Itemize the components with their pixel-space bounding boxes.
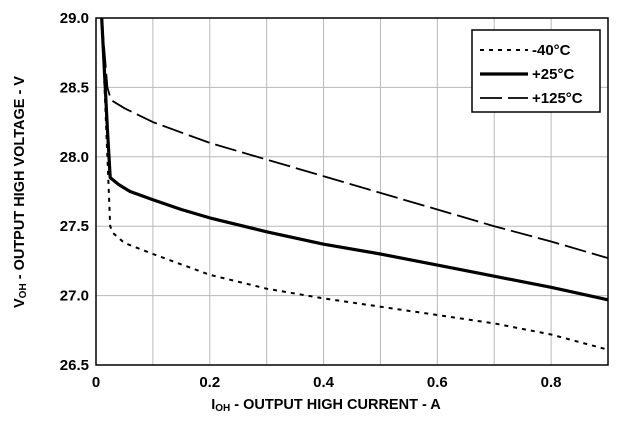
series-line-0 (100, 17, 609, 351)
series-line-1 (100, 17, 609, 302)
y-tick-label: 29.0 (60, 10, 89, 27)
series-line-2 (100, 17, 609, 259)
legend-label-1: +25°C (532, 66, 574, 83)
y-tick-label: 28.0 (60, 149, 89, 166)
x-axis-label: IOH - OUTPUT HIGH CURRENT - A (211, 397, 441, 414)
x-axis-label-main: I (211, 397, 215, 413)
y-tick-label: 26.5 (60, 357, 89, 374)
x-axis-label-subscript: OH (215, 403, 230, 414)
y-axis-label-main: V (12, 298, 28, 308)
y-tick-label: 27.5 (60, 218, 89, 235)
plot-frame (95, 17, 609, 366)
x-tick-label: 0.6 (427, 374, 448, 391)
y-axis-label: VOH - OUTPUT HIGH VOLTAGE - V (12, 76, 29, 308)
y-tick-label: 28.5 (60, 79, 89, 96)
x-tick-label: 0.4 (313, 374, 335, 391)
legend-label-0: -40°C (532, 42, 571, 59)
series-layer (100, 17, 609, 351)
x-tick-label: 0.8 (541, 374, 562, 391)
legend: -40°C +25°C +125°C (471, 29, 601, 113)
x-tick-label: 0 (92, 374, 100, 391)
x-axis-label-rest: - OUTPUT HIGH CURRENT - A (230, 397, 441, 413)
y-axis-label-rest: - OUTPUT HIGH VOLTAGE - V (12, 76, 28, 284)
x-tick-label: 0.2 (199, 374, 220, 391)
legend-label-2: +125°C (532, 90, 583, 107)
x-axis-ticks: 0 0.2 0.4 0.6 0.8 (92, 374, 562, 391)
y-axis-ticks: 26.5 27.0 27.5 28.0 28.5 29.0 (60, 10, 89, 374)
y-axis-label-subscript: OH (18, 283, 29, 298)
y-tick-label: 27.0 (60, 288, 89, 305)
